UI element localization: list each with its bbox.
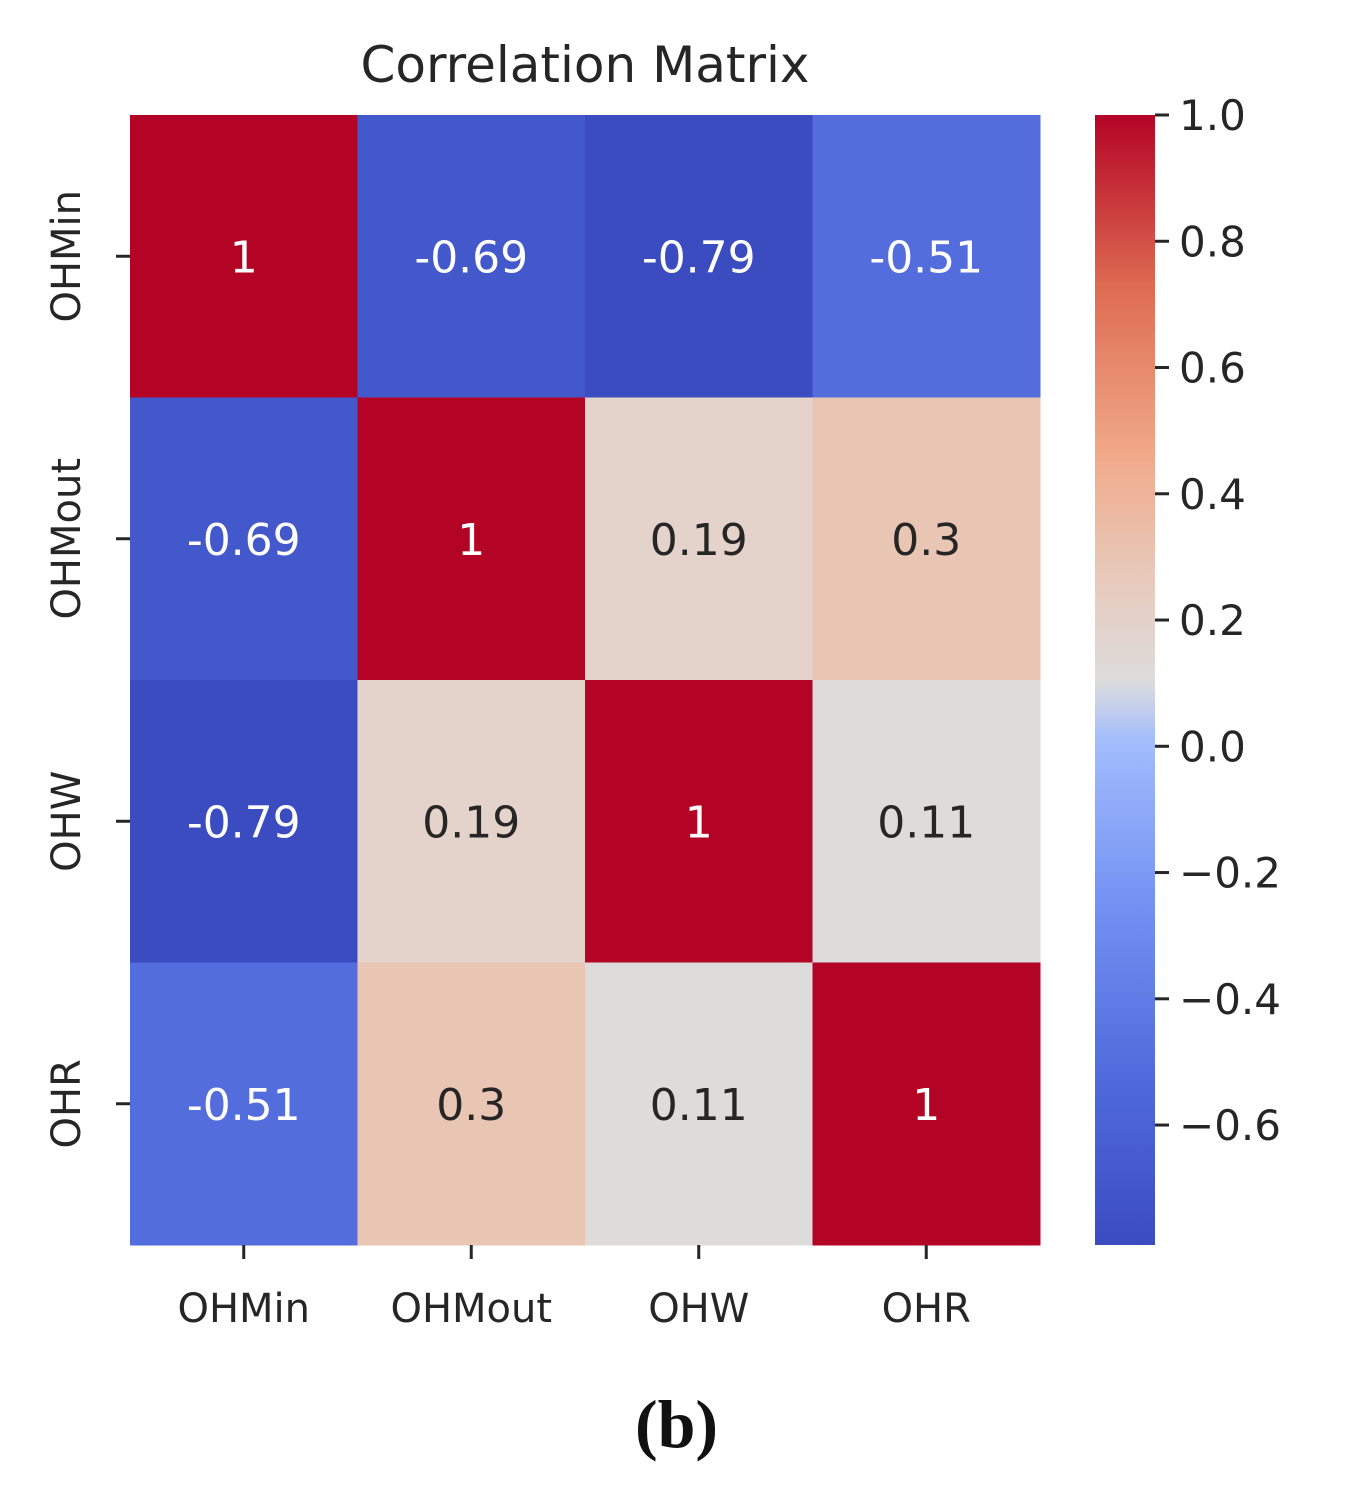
cell-annotation: 0.11: [877, 797, 975, 848]
chart-title: Correlation Matrix: [360, 36, 809, 94]
row-label: OHMout: [44, 458, 90, 620]
column-label: OHR: [882, 1286, 971, 1332]
heatmap-cell: [130, 962, 358, 1246]
column-label: OHMout: [390, 1286, 552, 1332]
cell-annotation: 0.19: [422, 797, 520, 848]
colorbar-tick-label: 0.4: [1179, 470, 1246, 519]
cell-annotation: -0.79: [642, 232, 756, 283]
cell-annotation: 1: [912, 1080, 940, 1131]
heatmap-cell: [585, 397, 813, 681]
heatmap-cell: [357, 962, 586, 1246]
heatmap-cell: [812, 115, 1041, 398]
cell-annotation: 0.19: [650, 515, 748, 566]
cell-annotation: -0.69: [414, 232, 528, 283]
colorbar-gradient: [1095, 115, 1155, 1245]
cell-annotation: 0.11: [650, 1080, 748, 1131]
cell-annotation: -0.79: [187, 797, 301, 848]
colorbar: 1.0 0.8 0.6 0.4 0.2 0.0 −0.2 −0.4 −0.6: [1095, 91, 1281, 1245]
heatmap-cell: [357, 680, 586, 963]
heatmap-cell: [130, 397, 358, 681]
colorbar-tick-label: −0.2: [1179, 849, 1281, 898]
heatmap-cell: [585, 115, 813, 398]
heatmap-cells: 1 -0.69 -0.79 -0.51 -0.69 1 0.19 0.3 -0.79 0.19 1 0…: [130, 115, 1041, 1246]
heatmap-cell: [130, 680, 358, 963]
column-label: OHW: [648, 1286, 749, 1332]
heatmap-cell: [812, 397, 1041, 681]
row-label: OHR: [44, 1059, 90, 1148]
colorbar-tick-label: 0.6: [1179, 344, 1246, 393]
cell-annotation: 1: [230, 232, 258, 283]
cell-annotation: 0.3: [436, 1080, 506, 1131]
column-label: OHMin: [177, 1286, 310, 1332]
cell-annotation: 1: [685, 797, 713, 848]
colorbar-tick-label: 1.0: [1179, 91, 1246, 140]
panel-label: (b): [634, 1386, 719, 1462]
cell-annotation: 0.3: [891, 515, 961, 566]
cell-annotation: -0.51: [869, 232, 983, 283]
heatmap-cell: [130, 115, 358, 398]
cell-annotation: -0.51: [187, 1080, 301, 1131]
colorbar-tick-label: 0.8: [1179, 217, 1246, 266]
heatmap-cell: [585, 962, 813, 1246]
heatmap-cell: [585, 680, 813, 963]
colorbar-tick-label: 0.0: [1179, 722, 1246, 771]
heatmap-cell: [357, 115, 586, 398]
correlation-heatmap-chart: Correlation Matrix 1 -0.69 -0.79 -0.51 -0.69…: [44, 36, 1281, 1332]
heatmap-cell: [357, 397, 586, 681]
cell-annotation: -0.69: [187, 515, 301, 566]
cell-annotation: 1: [457, 515, 485, 566]
row-axis: OHMin OHMout OHW OHR: [44, 190, 130, 1148]
column-axis: OHMin OHMout OHW OHR: [177, 1245, 971, 1332]
colorbar-tick-label: −0.6: [1179, 1101, 1281, 1150]
row-label: OHW: [44, 771, 90, 872]
colorbar-tick-label: 0.2: [1179, 596, 1246, 645]
row-label: OHMin: [44, 190, 90, 323]
heatmap-cell: [812, 962, 1041, 1246]
heatmap-cell: [812, 680, 1041, 963]
colorbar-tick-label: −0.4: [1179, 975, 1281, 1024]
